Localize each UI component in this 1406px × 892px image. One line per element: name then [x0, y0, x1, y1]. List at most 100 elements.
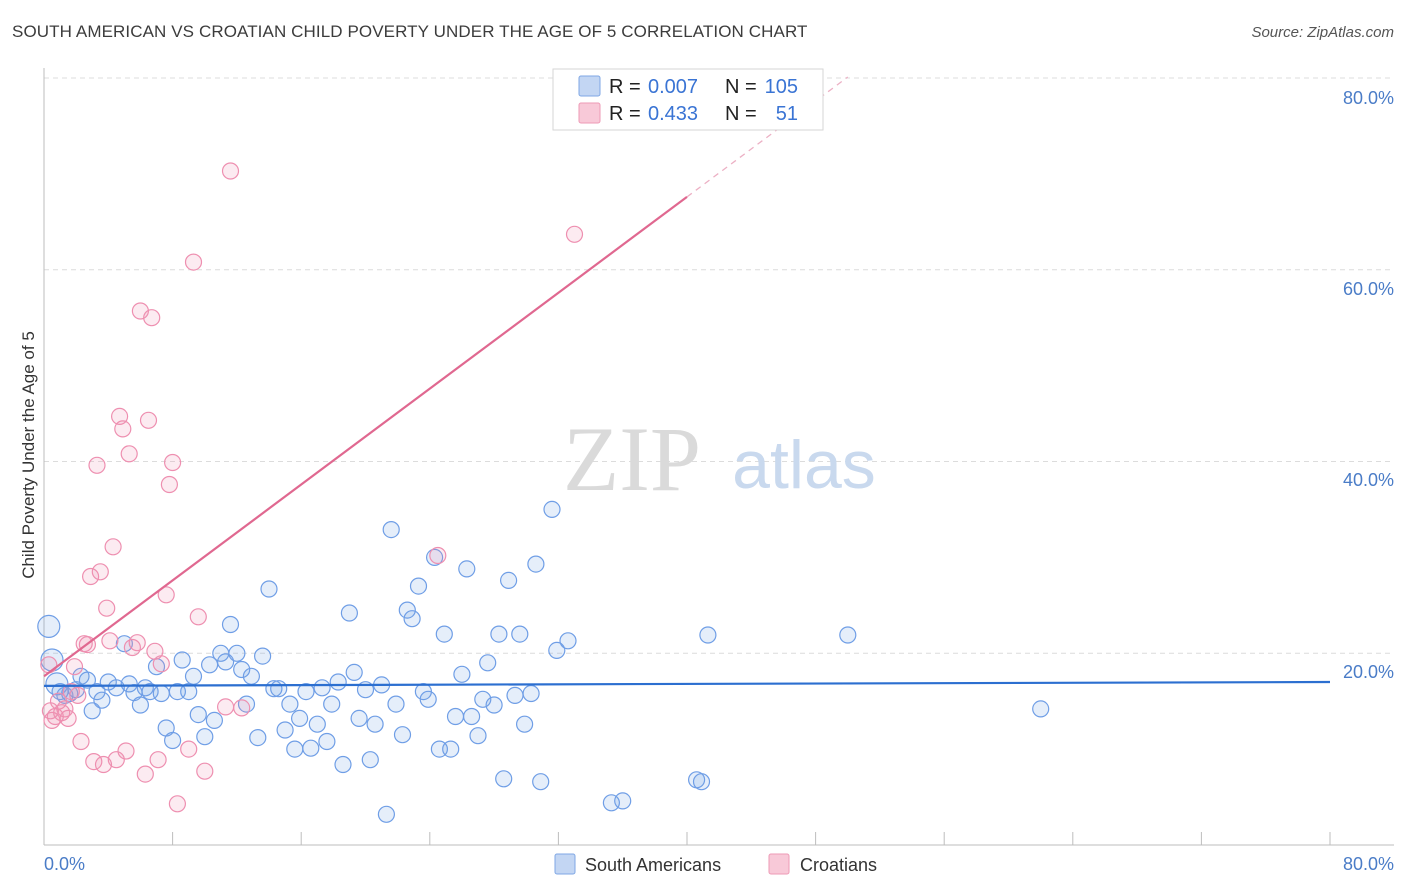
- point-croatians: [56, 700, 74, 718]
- stats-n-value: 51: [776, 103, 798, 125]
- chart-title: SOUTH AMERICAN VS CROATIAN CHILD POVERTY…: [12, 22, 808, 41]
- point-croatians: [184, 253, 203, 271]
- point-croatians: [98, 599, 116, 617]
- point-south-americans: [164, 731, 182, 750]
- watermark-atlas: atlas: [732, 427, 876, 503]
- point-south-americans: [442, 740, 460, 758]
- point-croatians: [143, 309, 161, 327]
- point-south-americans: [548, 641, 566, 660]
- point-south-americans: [270, 680, 288, 698]
- point-croatians: [65, 658, 84, 676]
- point-south-americans: [318, 732, 336, 751]
- point-south-americans: [334, 755, 352, 774]
- stats-n-label: N =: [725, 103, 757, 125]
- point-south-americans: [382, 520, 400, 539]
- point-croatians: [149, 751, 167, 769]
- point-south-americans: [83, 702, 101, 720]
- point-south-americans: [532, 773, 550, 791]
- point-croatians: [101, 632, 119, 650]
- point-croatians: [69, 686, 87, 705]
- legend-swatch-croatians: [768, 853, 790, 875]
- data-points: [37, 162, 1050, 823]
- point-croatians: [88, 456, 106, 474]
- point-south-americans: [490, 625, 508, 643]
- point-south-americans: [543, 500, 561, 518]
- gridlines: [44, 77, 1394, 654]
- point-south-americans: [699, 626, 717, 644]
- stats-swatch-south-americans: [578, 75, 601, 97]
- point-croatians: [107, 751, 125, 769]
- point-south-americans: [393, 726, 412, 744]
- point-south-americans: [308, 715, 326, 733]
- point-south-americans: [506, 686, 524, 705]
- point-croatians: [217, 698, 235, 716]
- point-croatians: [40, 656, 58, 674]
- point-south-americans: [323, 695, 341, 713]
- point-croatians: [72, 732, 90, 751]
- point-croatians: [152, 655, 170, 673]
- axes: [43, 68, 1394, 846]
- stats-swatch-croatians: [578, 102, 601, 124]
- point-south-americans: [377, 805, 395, 823]
- point-south-americans: [249, 728, 267, 747]
- point-south-americans: [297, 682, 315, 701]
- point-south-americans: [196, 728, 214, 746]
- stats-r-value: 0.007: [648, 76, 698, 98]
- point-south-americans: [131, 696, 149, 714]
- point-croatians: [136, 765, 154, 783]
- point-south-americans: [435, 625, 453, 643]
- point-south-americans: [205, 711, 223, 730]
- point-croatians: [91, 563, 109, 581]
- point-south-americans: [522, 684, 540, 703]
- y-tick-label-60: 60.0%: [1343, 279, 1394, 299]
- point-south-americans: [403, 610, 421, 628]
- point-croatians: [117, 742, 135, 760]
- point-south-americans: [329, 673, 347, 691]
- point-croatians: [139, 411, 158, 429]
- point-south-americans: [345, 663, 363, 682]
- trend-line-croatians: [43, 196, 688, 678]
- point-south-americans: [614, 792, 632, 810]
- point-croatians: [189, 608, 207, 626]
- y-tick-label-20: 20.0%: [1343, 662, 1394, 682]
- point-south-americans: [291, 709, 309, 728]
- point-croatians: [128, 634, 146, 652]
- point-south-americans: [313, 679, 331, 697]
- point-croatians: [59, 709, 77, 728]
- y-axis-title: Child Poverty Under the Age of 5: [19, 331, 38, 579]
- source-credit: Source: ZipAtlas.com: [1251, 24, 1394, 41]
- y-tick-label-40: 40.0%: [1343, 470, 1394, 490]
- point-croatians: [120, 445, 138, 463]
- point-croatians: [81, 567, 100, 586]
- point-south-americans: [180, 682, 198, 701]
- point-south-americans: [527, 555, 545, 573]
- trend-line-south-americans: [43, 680, 1331, 687]
- point-croatians: [233, 699, 251, 717]
- x-tick-label-min: 0.0%: [44, 854, 85, 874]
- point-south-americans: [152, 684, 170, 703]
- point-croatians: [85, 752, 103, 771]
- point-croatians: [180, 740, 198, 758]
- point-south-americans: [173, 651, 191, 669]
- y-tick-label-80: 80.0%: [1343, 88, 1394, 108]
- point-south-americans: [302, 739, 320, 757]
- point-south-americans: [692, 773, 711, 791]
- point-croatians: [104, 538, 122, 556]
- point-south-americans: [184, 667, 203, 685]
- watermark: ZIP atlas: [563, 408, 876, 510]
- point-south-americans: [387, 695, 405, 713]
- point-south-americans: [233, 660, 251, 679]
- point-south-americans: [1032, 700, 1050, 718]
- point-south-americans: [485, 696, 503, 714]
- point-south-americans: [350, 709, 368, 728]
- point-south-americans: [495, 770, 513, 788]
- point-south-americans: [340, 604, 358, 622]
- point-south-americans: [228, 644, 246, 662]
- stats-legend: R = 0.007 N = 105 R = 0.433 N = 51: [552, 68, 824, 131]
- point-south-americans: [120, 675, 138, 693]
- stats-n-label: N =: [725, 76, 757, 98]
- point-south-americans: [500, 571, 518, 590]
- point-south-americans: [398, 601, 416, 619]
- point-south-americans: [469, 727, 487, 745]
